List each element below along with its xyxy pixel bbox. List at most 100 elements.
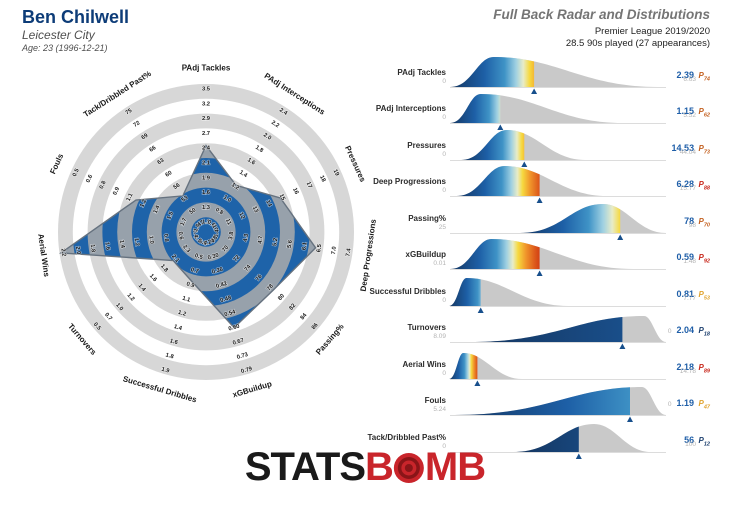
player-value-marker — [536, 197, 543, 204]
radar-tick-label: 0.5 — [92, 322, 102, 333]
distribution-row: Aerial Wins 0 2.18 P89 14.78 — [350, 349, 726, 389]
radar-tick-label: 1.4 — [153, 204, 162, 215]
metric-min-value: 25 — [438, 223, 446, 231]
metric-max-value: 44.04 — [679, 148, 696, 156]
radar-tick-label: 72 — [233, 254, 242, 263]
radar-tick-label: 1.4 — [238, 170, 249, 180]
radar-tick-label: 17 — [305, 181, 313, 189]
percentile-badge: P88 — [698, 180, 710, 192]
percentile-badge: P47 — [698, 399, 710, 411]
radar-tick-label: 1.5 — [166, 210, 175, 221]
metric-max-value: 6.63 — [683, 76, 696, 83]
radar-tick-label: 0.9 — [186, 281, 196, 289]
radar-tick-label: 0.79 — [240, 366, 253, 375]
radar-tick-label: 1.8 — [254, 145, 265, 155]
metric-min-value: 0 — [442, 442, 446, 450]
radar-tick-label: 0.48 — [220, 295, 233, 304]
percentile-badge: P70 — [698, 216, 710, 229]
distribution-row: Pressures 0 14.53 P73 44.04 — [350, 129, 726, 170]
radar-tick-label: 74 — [244, 263, 253, 272]
metric-min-value: 8.09 — [433, 333, 446, 341]
player-age: Age: 23 (1996-12-21) — [22, 43, 108, 54]
metric-max-value: 98 — [688, 221, 696, 229]
distribution-curve-svg — [450, 129, 666, 167]
distribution-curve-colored — [469, 317, 623, 343]
metric-min-value: 0 — [442, 369, 446, 377]
radar-tick-label: 4.7 — [258, 235, 265, 244]
value-number: 6.28 — [676, 179, 695, 190]
radar-tick-label: 1.8 — [159, 263, 169, 274]
team-name: Leicester City — [22, 27, 95, 42]
radar-tick-label: 1.2 — [230, 182, 240, 191]
radar-tick-label: 1.6 — [169, 338, 179, 346]
radar-tick-label: 1.8 — [89, 244, 96, 254]
player-value-marker — [617, 234, 624, 240]
metric-label: Passing% — [408, 213, 446, 223]
radar-tick-label: 1.0 — [222, 195, 232, 204]
radar-tick-label: 1.0 — [114, 302, 124, 312]
radar-tick-label: 2.1 — [170, 254, 180, 265]
radar-tick-label: 1.1 — [181, 296, 191, 304]
distribution-curve-gray — [513, 423, 651, 452]
percentile-badge: P53 — [698, 289, 710, 302]
player-value-marker — [575, 453, 582, 459]
player-name: Ben Chilwell — [22, 7, 130, 27]
player-value-marker — [627, 416, 633, 423]
radar-tick-label: 0.6 — [177, 231, 184, 241]
metric-min-value: 0.01 — [433, 260, 446, 268]
radar-tick-label: 47 — [197, 220, 206, 229]
distribution-curve-svg — [450, 166, 666, 204]
radar-tick-label: 1.3 — [202, 205, 211, 211]
radar-tick-label: 70 — [221, 245, 230, 254]
distribution-row: xGBuildup 0.01 0.59 P92 1.48 — [350, 239, 726, 279]
radar-tick-label: 82 — [288, 303, 297, 312]
distribution-curve-colored — [450, 57, 535, 87]
radar-tick-label: 75 — [125, 107, 134, 116]
metric-label: Aerial Wins — [402, 359, 447, 369]
metric-label: Tack/Dribbled Past% — [367, 432, 446, 442]
value-number: 14.53 — [671, 142, 695, 153]
radar-tick-label: 2.4 — [278, 107, 289, 117]
radar-tick-label: 3.4 — [214, 228, 221, 238]
distribution-curve-svg — [450, 387, 666, 423]
metric-label: PAdj Interceptions — [375, 104, 446, 114]
metric-label: PAdj Tackles — [397, 68, 446, 77]
statsbomb-logo: STATS B MB — [245, 445, 486, 489]
player-value-marker — [521, 161, 528, 167]
metric-label: Successful Dribbles — [369, 286, 446, 296]
radar-polygon-outline — [58, 144, 317, 329]
competition-label: Premier League 2019/2020 — [594, 25, 710, 37]
radar-tick-label: 0.6 — [206, 219, 217, 229]
radar-tick-label: 66 — [149, 145, 158, 154]
metric-value: 14.53 P73 — [646, 138, 710, 156]
value-number: 2.18 — [676, 361, 695, 372]
metric-label: xGBuildup — [405, 250, 446, 260]
metric-label: Deep Progressions — [373, 177, 446, 187]
report-header: Full Back Radar and Distributions Premie… — [493, 7, 710, 50]
distribution-curve-svg — [450, 94, 666, 131]
player-value-marker — [477, 307, 484, 313]
minutes-played-label: 28.5 90s played (27 appearances) — [565, 37, 710, 49]
value-number: 0.81 — [676, 288, 695, 299]
radar-tick-label: 0.24 — [203, 238, 216, 247]
radar-tick-label: 72 — [133, 120, 142, 129]
radar-tick-label: 0.8 — [162, 233, 169, 243]
metric-value: 0.59 P92 — [646, 247, 710, 265]
logo-b-text: B — [365, 445, 394, 489]
radar-tick-label: 0.7 — [190, 267, 199, 275]
metric-min-value: 0 — [442, 114, 446, 122]
radar-tick-label: 0.9 — [112, 186, 121, 197]
radar-tick-label: 3.5 — [202, 87, 211, 93]
distribution-curve-svg — [450, 203, 666, 240]
distribution-row: Fouls 5.24 0 1.19 P47 — [350, 385, 726, 425]
metric-value: 2.39 P74 — [646, 65, 710, 83]
radar-tick-label: 76 — [255, 273, 264, 282]
percentile-badge: P92 — [698, 253, 710, 265]
radar-tick-label: 10 — [210, 224, 218, 232]
radar-tick-label: 1.8 — [165, 352, 175, 360]
radar-tick-label: 0.5 — [72, 167, 81, 178]
logo-mb-text: MB — [424, 445, 486, 489]
metric-max-value: 5.52 — [683, 112, 696, 120]
radar-chart: 1.1 1.3 1.6 1.9 2.1 2.4 2.7 2.9 3.2 3.5 PAdj Tackl… — [10, 46, 402, 438]
metric-max-value: 15.77 — [679, 185, 696, 193]
